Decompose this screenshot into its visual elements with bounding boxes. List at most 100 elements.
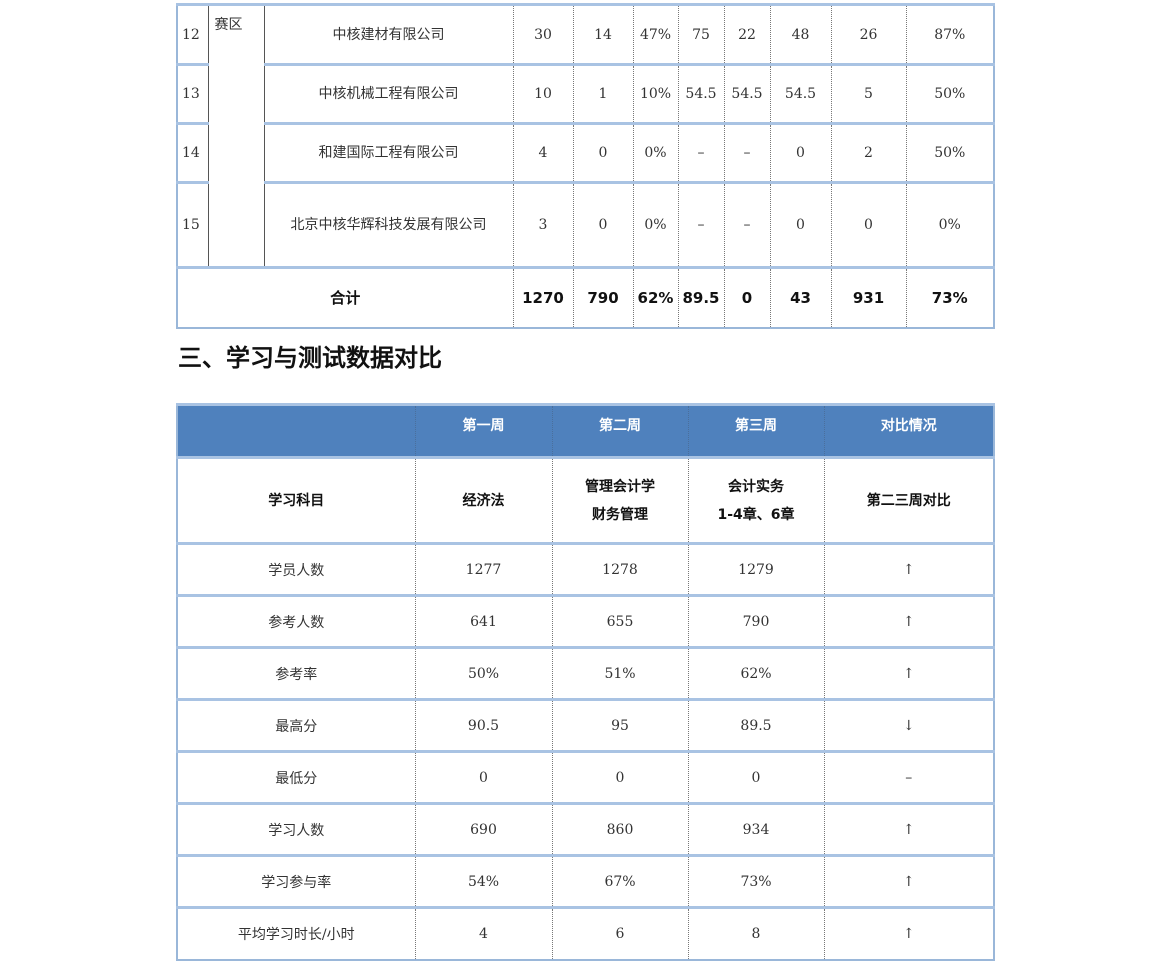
table-row: 14 和建国际工程有限公司 4 0 0% – –0 2 50% [176,123,995,183]
table-row: 参考人数 641 655 790 ↑ [176,595,995,648]
row-label: 参考率 [176,647,416,700]
header-week3: 第三周 [687,404,825,458]
row-label: 参考人数 [176,595,416,648]
value-cell: 1278 [551,543,689,596]
value-cell: 1279 [687,543,825,596]
region-cell: 赛区 [207,4,265,268]
row-label: 最高分 [176,699,416,752]
trend-cell: – [823,751,995,804]
value-cell: 0 [551,751,689,804]
total-value: 43 [769,267,832,328]
subject-week2-line1: 管理会计学 [585,478,655,495]
total-value: 0 [723,267,771,328]
value-cell: 0% [632,182,679,268]
table-row: 学习参与率 54% 67% 73% ↑ [176,855,995,908]
value-cell: 47% [632,4,679,65]
value-cell: 1277 [414,543,553,596]
total-value: 62% [632,267,679,328]
value-cell: 50% [905,64,995,124]
value-cell: 0 [830,182,907,268]
total-row: 合计 1270 790 62% 89.5 0 43 931 73% [176,267,995,328]
value-cell: 51% [551,647,689,700]
subject-week1: 经济法 [414,457,553,544]
value-cell: 30 [512,4,574,65]
value-cell: 10 [512,64,574,124]
value-cell: – [677,182,725,268]
value-cell: 26 [830,4,907,65]
table-row: 最低分 0 0 0– [176,751,995,804]
value-cell: 73% [687,855,825,908]
value-cell: 860 [551,803,689,856]
subject-week3: 会计实务 1-4章、6章 [687,457,825,544]
subject-week2-line2: 财务管理 [592,506,648,523]
value-cell: 0% [905,182,995,268]
total-value: 931 [830,267,907,328]
value-cell: 62% [687,647,825,700]
table-row: 学习人数 690 860 934 ↑ [176,803,995,856]
header-row: 第一周 第二周 第三周 对比情况 [176,404,995,458]
value-cell: 690 [414,803,553,856]
value-cell: 54.5 [723,64,771,124]
trend-cell: ↓ [823,699,995,752]
subject-label: 学习科目 [176,457,416,544]
table-row: 参考率 50% 51% 62% ↑ [176,647,995,700]
total-value: 89.5 [677,267,725,328]
value-cell: 50% [414,647,553,700]
value-cell: 0% [632,123,679,183]
company-name: 中核建材有限公司 [263,4,514,65]
company-name: 中核机械工程有限公司 [263,64,514,124]
total-value: 790 [572,267,634,328]
value-cell: 54.5 [769,64,832,124]
value-cell: – [723,123,771,183]
trend-cell: ↑ [823,647,995,700]
total-label: 合计 [176,267,514,328]
subject-compare: 第二三周对比 [823,457,995,544]
table-row: 13 中核机械工程有限公司 10 1 10% 54.5 54.5 54.5 5 50% [176,64,995,124]
header-cell [176,404,416,458]
trend-cell: ↑ [823,855,995,908]
total-value: 1270 [512,267,574,328]
value-cell: 0 [414,751,553,804]
subject-week3-line2: 1-4章、6章 [717,506,795,523]
value-cell: 790 [687,595,825,648]
value-cell: 95 [551,699,689,752]
subject-week2: 管理会计学 财务管理 [551,457,689,544]
row-label: 平均学习时长/小时 [176,907,416,960]
value-cell: 1 [572,64,634,124]
table-row: 平均学习时长/小时 4 6 8 ↑ [176,907,995,960]
row-index: 14 [176,123,209,183]
value-cell: 22 [723,4,771,65]
trend-cell: ↑ [823,803,995,856]
value-cell: – [677,123,725,183]
row-index: 12 [176,4,209,65]
value-cell: 4 [512,123,574,183]
company-stats-table: 12 赛区 中核建材有限公司 30 14 47% 75 22 48 26 87% 13 中核机械工程有限… [176,3,995,329]
row-label: 学员人数 [176,543,416,596]
value-cell: 934 [687,803,825,856]
value-cell: 54% [414,855,553,908]
value-cell: 87% [905,4,995,65]
table-row: 学员人数 1277 1278 1279 ↑ [176,543,995,596]
trend-cell: ↑ [823,595,995,648]
value-cell: 10% [632,64,679,124]
header-compare: 对比情况 [823,404,995,458]
value-cell: 0 [769,182,832,268]
value-cell: 655 [551,595,689,648]
value-cell: 48 [769,4,832,65]
subject-row: 学习科目 经济法 管理会计学财务管理 会计实务 1-4章、6章 第二三周对比 [176,457,995,544]
trend-cell: ↑ [823,543,995,596]
row-label: 学习参与率 [176,855,416,908]
total-value: 73% [905,267,995,328]
row-index: 15 [176,182,209,268]
company-name: 北京中核华辉科技发展有限公司 [263,182,514,268]
value-cell: 90.5 [414,699,553,752]
value-cell: 54.5 [677,64,725,124]
value-cell: 8 [687,907,825,960]
value-cell: 75 [677,4,725,65]
row-label: 最低分 [176,751,416,804]
subject-week3-line1: 会计实务 [728,478,784,495]
value-cell: 0 [687,751,825,804]
value-cell: 67% [551,855,689,908]
study-test-comparison-table: 第一周 第二周 第三周 对比情况 学习科目 经济法 管理会计学财务管理 会计实务… [176,403,995,961]
table-row: 最高分 90.5 95 89.5 ↓ [176,699,995,752]
